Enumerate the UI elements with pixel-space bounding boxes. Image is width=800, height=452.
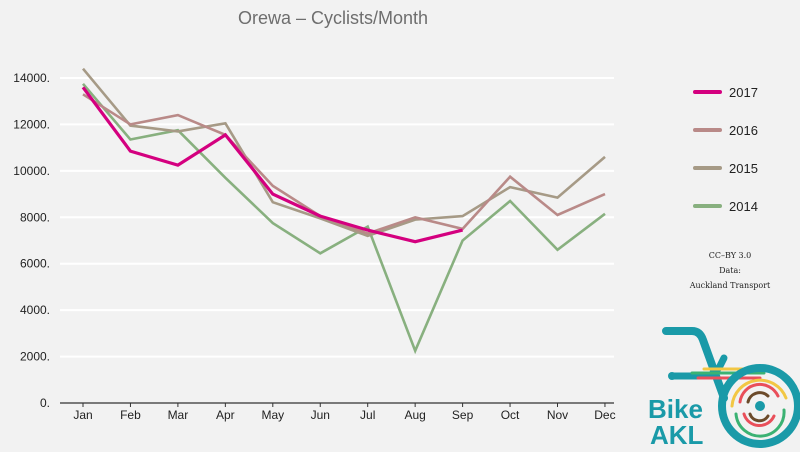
legend-label-2014: 2014	[729, 199, 758, 214]
series-line-2016	[82, 93, 606, 235]
x-tick-label: Aug	[404, 408, 425, 422]
x-tick-label: Jan	[73, 408, 92, 422]
x-tick-label: Oct	[501, 408, 520, 422]
y-tick-label: 14000.	[13, 71, 50, 85]
bikeakl-logo: Bike AKL	[648, 327, 800, 448]
y-tick-label: 12000.	[13, 117, 50, 131]
legend-label-2016: 2016	[729, 123, 758, 138]
logo-text-bike: Bike	[648, 394, 703, 424]
x-tick-label: Sep	[452, 408, 474, 422]
series-line-2014	[82, 82, 606, 355]
x-axis: Jan Feb Mar Apr May Jun Jul Aug Sep Oct Nov Dec	[60, 402, 616, 422]
legend-label-2015: 2015	[729, 161, 758, 176]
x-tick-label: Jul	[360, 408, 375, 422]
logo-handlebar	[662, 327, 728, 402]
x-tick-label: Jun	[311, 408, 330, 422]
series-lines	[81, 67, 606, 355]
x-tick-label: Apr	[216, 408, 235, 422]
credit-source: Auckland Transport	[689, 281, 771, 290]
x-tick-label: Feb	[120, 408, 141, 422]
x-tick-label: May	[261, 408, 284, 422]
legend-label-2017: 2017	[729, 85, 758, 100]
series-line-2015	[82, 67, 606, 238]
credit-data-label: Data:	[719, 266, 741, 275]
x-tick-label: Nov	[547, 408, 568, 422]
y-tick-label: 8000.	[20, 210, 50, 224]
chart-title: Orewa – Cyclists/Month	[238, 8, 428, 28]
y-tick-label: 4000.	[20, 303, 50, 317]
grid-lines	[60, 77, 614, 358]
y-tick-label: 10000.	[13, 164, 50, 178]
x-tick-label: Dec	[594, 408, 615, 422]
y-tick-label: 2000.	[20, 350, 50, 364]
y-axis-ticks: 0. 2000. 4000. 6000. 8000. 10000. 12000. 14000.	[13, 71, 50, 410]
y-tick-label: 6000.	[20, 257, 50, 271]
logo-text-akl: AKL	[650, 420, 704, 448]
legend: 2017 2016 2015 2014	[693, 85, 758, 214]
series-line-2017	[81, 86, 463, 244]
credit-license: CC–BY 3.0	[708, 251, 752, 260]
y-tick-label: 0.	[40, 396, 50, 410]
x-tick-label: Mar	[168, 408, 189, 422]
logo-wheel	[718, 364, 800, 448]
